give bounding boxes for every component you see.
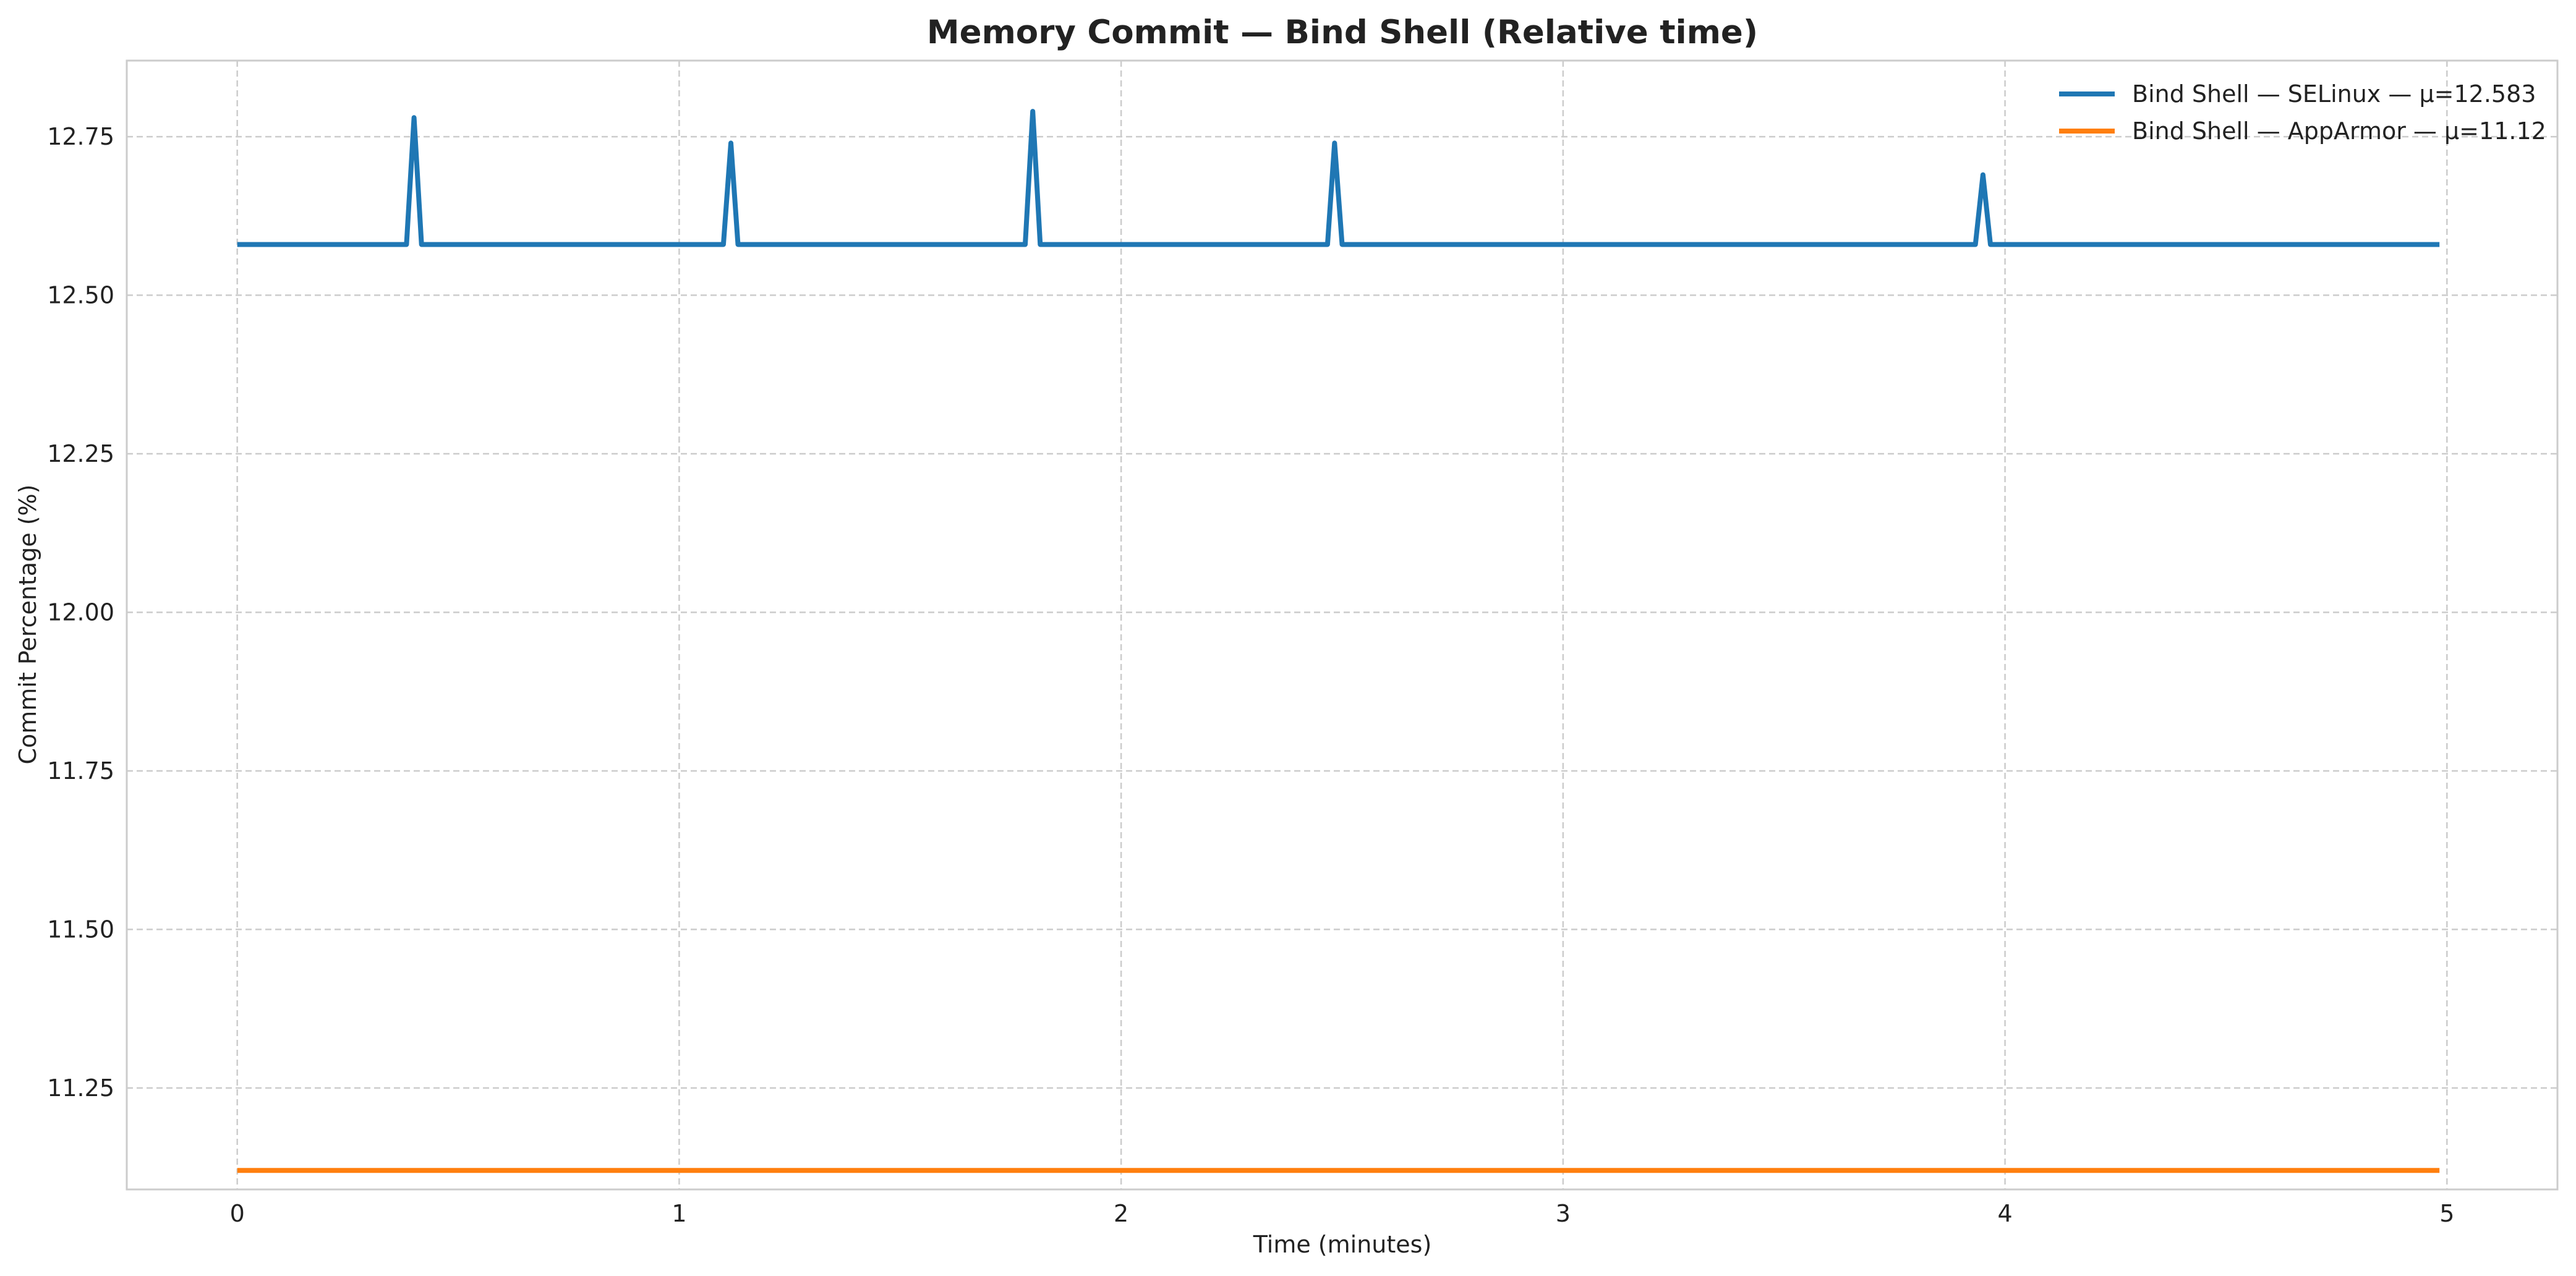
legend: Bind Shell — SELinux — μ=12.583 Bind Shel… [2059,80,2546,145]
y-tick-label: 11.25 [47,1074,114,1102]
series-layer [237,109,2440,1173]
x-tick-label: 4 [1997,1200,2012,1227]
y-tick-label: 12.25 [47,440,114,467]
x-axis-label: Time (minutes) [1253,1231,1432,1258]
y-tick-label: 11.50 [47,916,114,943]
x-tick-label: 1 [672,1200,686,1227]
y-tick-label: 12.50 [47,282,114,309]
x-tick-label: 2 [1114,1200,1128,1227]
y-tick-label: 12.00 [47,598,114,626]
y-tick-label: 11.75 [47,757,114,785]
plot-frame [126,59,2559,1191]
x-tick-label: 5 [2439,1200,2454,1227]
y-axis-ticks: 11.25 11.50 11.75 12.00 12.25 12.50 12.75 [47,123,114,1102]
chart-title: Memory Commit — Bind Shell (Relative tim… [927,14,1758,51]
legend-label-0: Bind Shell — SELinux — μ=12.583 [2132,80,2536,108]
x-tick-label: 3 [1556,1200,1571,1227]
legend-label-1: Bind Shell — AppArmor — μ=11.12 [2132,117,2546,145]
grid-layer [127,61,2557,1189]
series-line-0 [237,109,2440,247]
y-tick-label: 12.75 [47,123,114,150]
x-tick-label: 0 [230,1200,245,1227]
x-axis-ticks: 0 1 2 3 4 5 [230,1200,2455,1227]
y-axis-label: Commit Percentage (%) [14,485,41,765]
